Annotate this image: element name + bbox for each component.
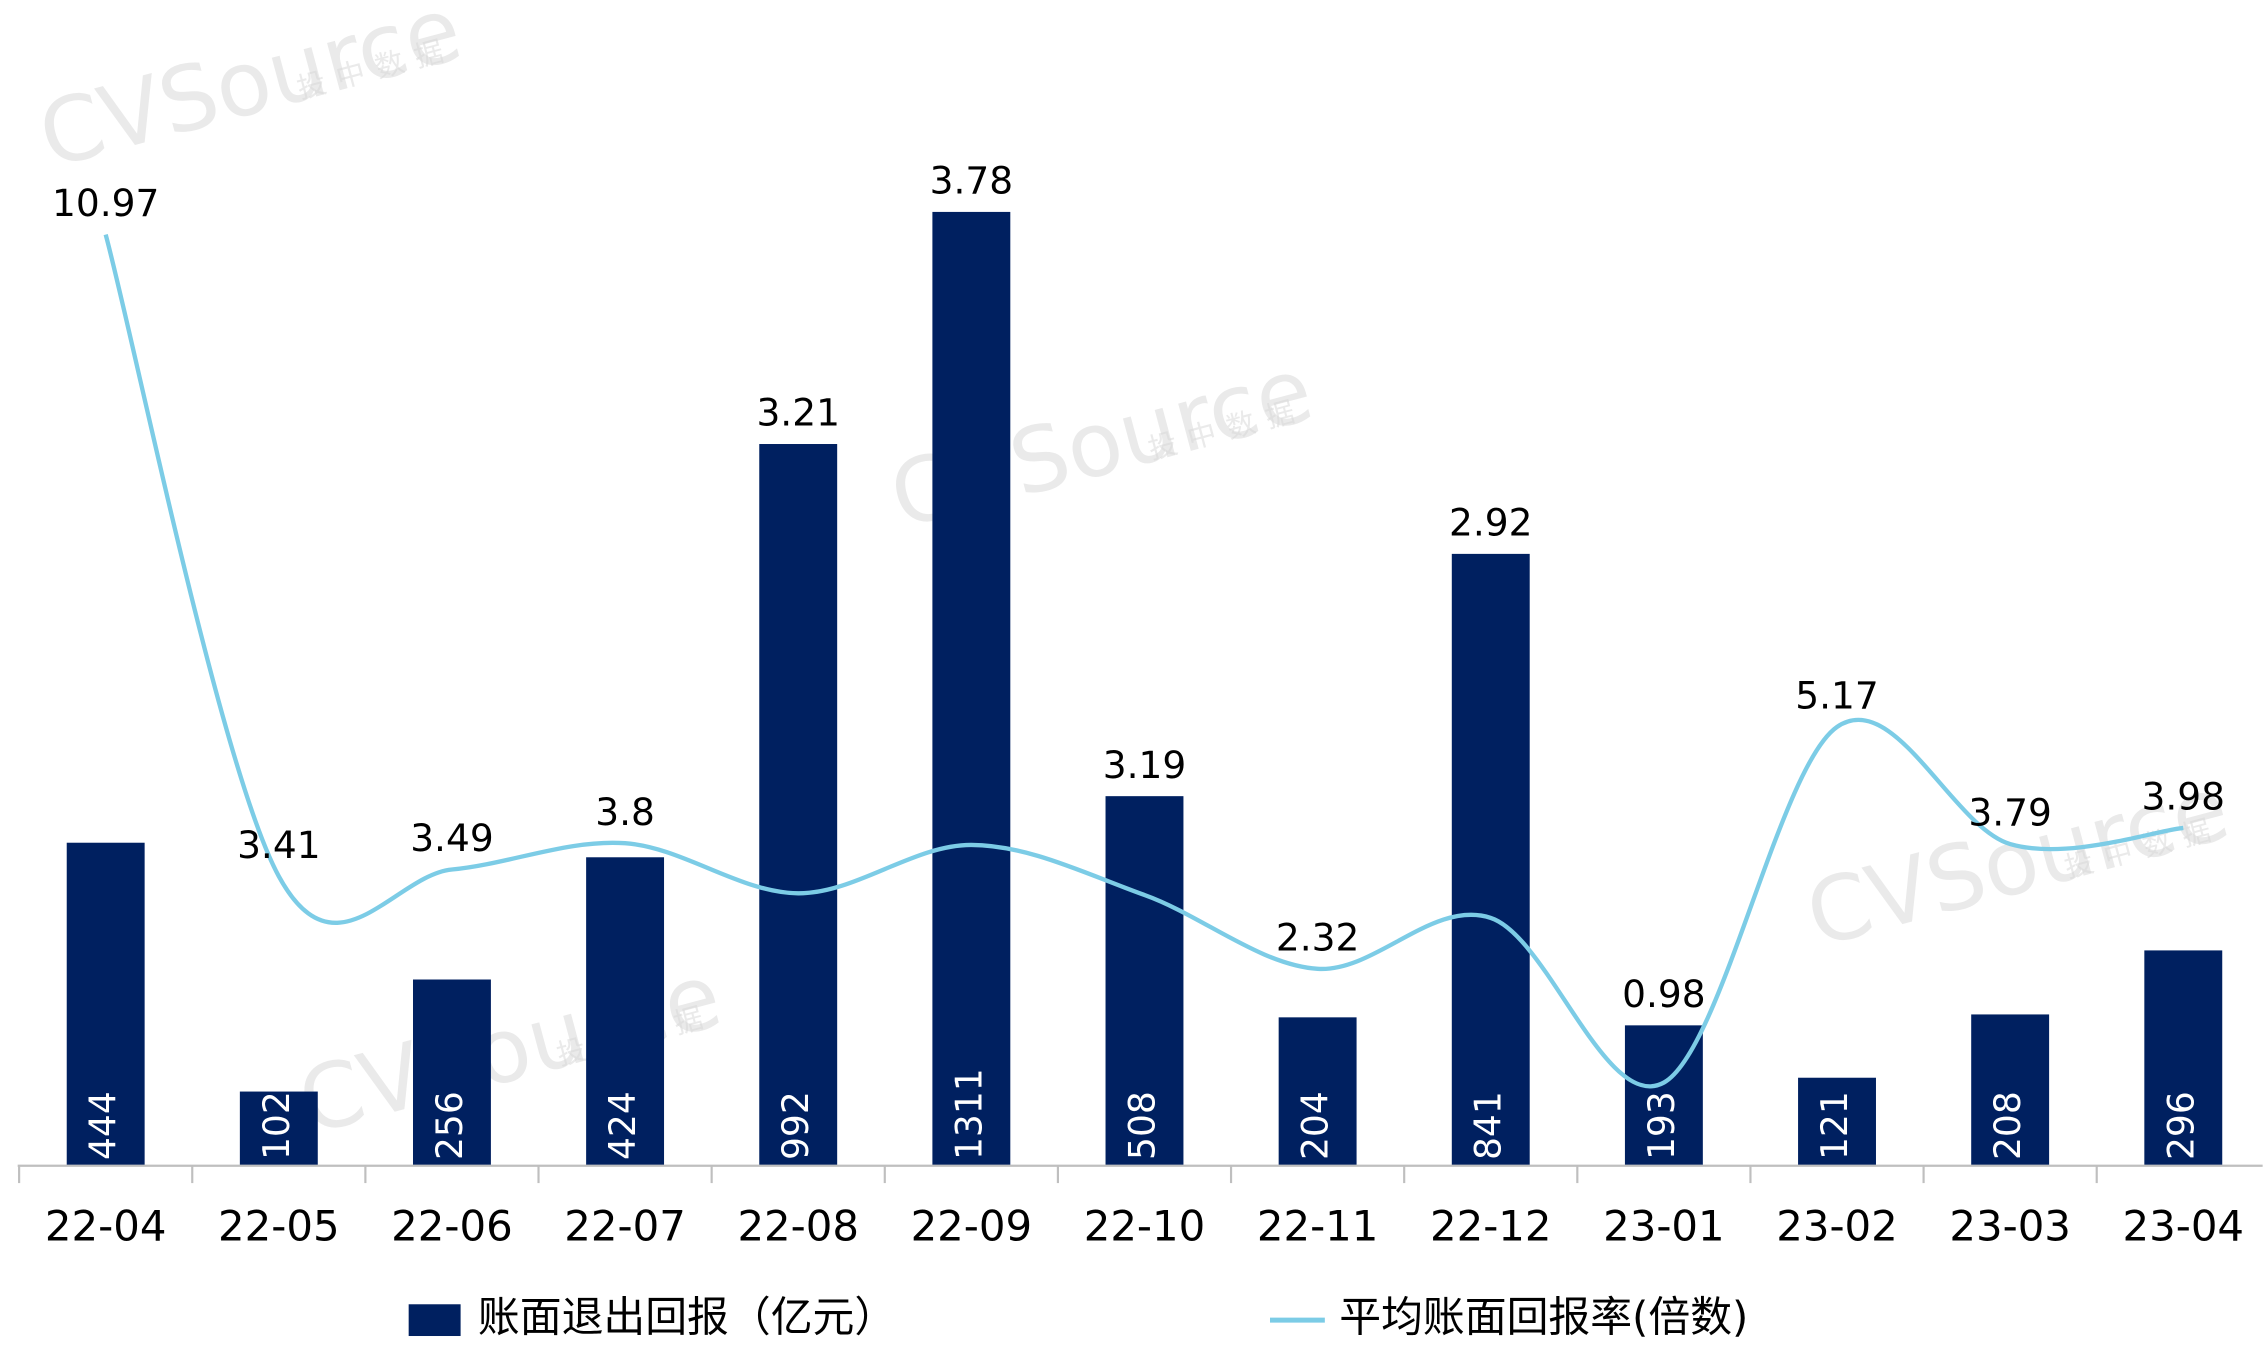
line-label: 3.49 (410, 816, 494, 860)
x-tick-label: 23-04 (2123, 1202, 2245, 1251)
bar (1798, 1077, 1876, 1166)
bar-label: 992 (775, 1091, 817, 1160)
bar-label: 424 (602, 1091, 644, 1160)
bar (1451, 553, 1530, 1166)
bar (1971, 1014, 2050, 1166)
bar (1105, 796, 1184, 1166)
bar (2144, 950, 2223, 1166)
watermark: CVSource (288, 944, 731, 1156)
legend: 账面退出回报（亿元） 平均账面回报率(倍数) (408, 1293, 1748, 1342)
bar-label: 102 (256, 1091, 298, 1160)
line-label: 3.8 (595, 790, 655, 834)
bar (239, 1091, 318, 1166)
legend-swatch (408, 1304, 461, 1337)
line-label: 2.92 (1449, 501, 1533, 545)
bar-label: 841 (1468, 1091, 1510, 1160)
line-label: 3.41 (237, 823, 321, 867)
bar (1278, 1017, 1357, 1166)
legend-label: 账面退出回报（亿元） (478, 1293, 896, 1342)
x-tick-label: 22-09 (911, 1202, 1033, 1251)
x-tick-label: 22-10 (1084, 1202, 1206, 1251)
x-tick-label: 22-11 (1257, 1202, 1379, 1251)
line-label: 2.32 (1276, 915, 1360, 959)
bar (66, 842, 145, 1166)
legend-label: 平均账面回报率(倍数) (1339, 1293, 1748, 1342)
x-tick-label: 22-07 (564, 1202, 686, 1251)
x-tick-label: 22-12 (1430, 1202, 1552, 1251)
bar-label: 508 (1121, 1091, 1163, 1160)
line-label: 3.98 (2142, 775, 2226, 819)
line-label: 3.21 (756, 391, 840, 435)
x-tick-label: 23-02 (1776, 1202, 1898, 1251)
line-label: 5.17 (1795, 674, 1879, 718)
bar-label: 296 (2160, 1091, 2202, 1160)
bar-label: 444 (83, 1091, 125, 1160)
x-tick-label: 22-05 (218, 1202, 340, 1251)
line-label: 3.19 (1103, 743, 1187, 787)
bar-label: 193 (1641, 1091, 1683, 1160)
x-tick-label: 22-06 (391, 1202, 513, 1251)
line-label: 3.78 (930, 159, 1013, 203)
line-label: 3.79 (1968, 791, 2052, 835)
bar-label: 256 (429, 1091, 471, 1160)
bar (586, 857, 665, 1166)
bar-label: 208 (1987, 1091, 2029, 1160)
x-tick-label: 22-08 (737, 1202, 859, 1251)
x-tick-label: 23-01 (1603, 1202, 1725, 1251)
line (103, 234, 2184, 1089)
bar-label: 204 (1295, 1091, 1337, 1160)
x-tick-label: 23-03 (1949, 1202, 2071, 1251)
bar-label: 121 (1814, 1091, 1856, 1160)
bar (412, 979, 491, 1166)
watermark: CVSource (29, 0, 472, 189)
bar-label: 1311 (948, 1068, 990, 1160)
bar (759, 444, 838, 1166)
bar (932, 211, 1011, 1166)
line-label: 0.98 (1622, 972, 1706, 1016)
x-tick-label: 22-04 (45, 1202, 167, 1251)
line-label: 10.97 (52, 181, 159, 225)
plot: 444 102 256 424 992 1311 508 204 841 193 121 208 296… (52, 159, 2225, 1166)
